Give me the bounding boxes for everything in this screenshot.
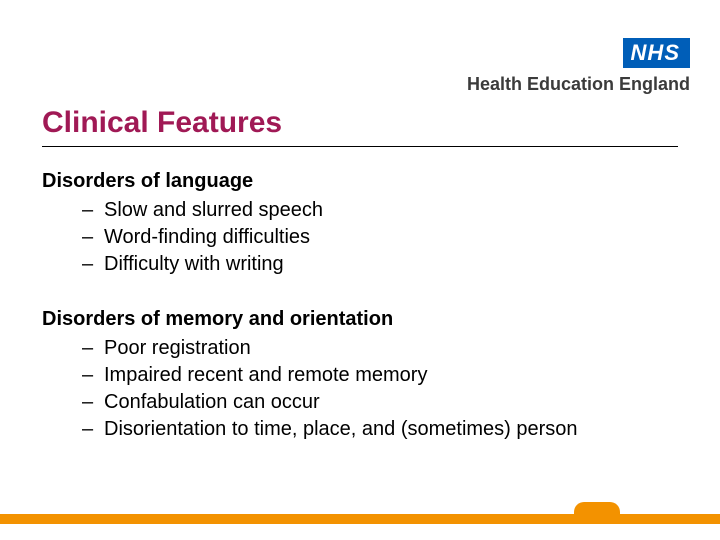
list-item: Disorientation to time, place, and (some…: [82, 416, 678, 443]
title-rule: [42, 146, 678, 147]
list-item: Difficulty with writing: [82, 251, 678, 278]
bullet-list: Poor registration Impaired recent and re…: [82, 335, 678, 443]
list-item: Poor registration: [82, 335, 678, 362]
list-item: Confabulation can occur: [82, 389, 678, 416]
slide-title: Clinical Features: [42, 106, 678, 146]
nhs-badge: NHS: [623, 38, 690, 68]
logo-area: NHS Health Education England: [467, 38, 690, 95]
section-heading: Disorders of language: [42, 168, 678, 195]
section-heading: Disorders of memory and orientation: [42, 306, 678, 333]
logo-subtext: Health Education England: [467, 74, 690, 95]
title-block: Clinical Features: [42, 106, 678, 147]
content-area: Disorders of language Slow and slurred s…: [42, 168, 678, 471]
list-item: Impaired recent and remote memory: [82, 362, 678, 389]
section-language: Disorders of language Slow and slurred s…: [42, 168, 678, 278]
list-item: Word-finding difficulties: [82, 224, 678, 251]
bullet-list: Slow and slurred speech Word-finding dif…: [82, 197, 678, 278]
footer-bar: [0, 514, 720, 524]
section-memory: Disorders of memory and orientation Poor…: [42, 306, 678, 443]
list-item: Slow and slurred speech: [82, 197, 678, 224]
